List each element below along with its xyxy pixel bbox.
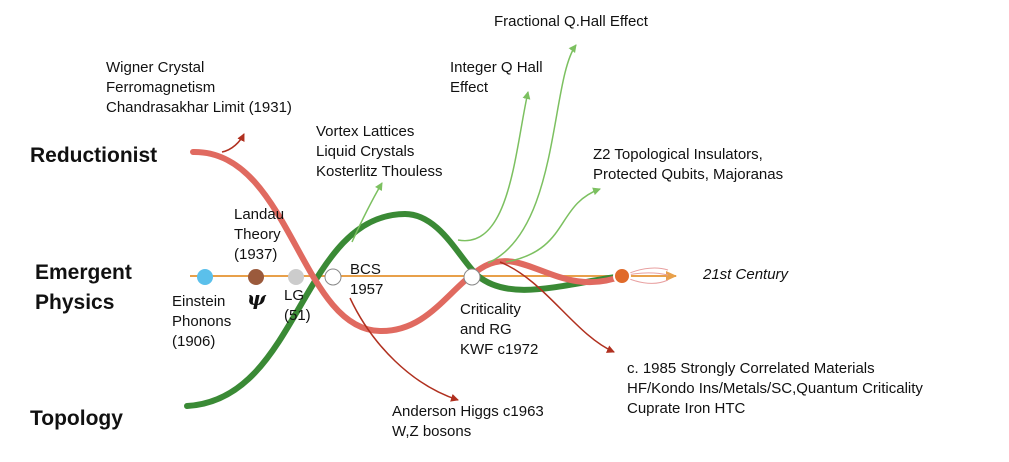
landau-label: Landau Theory (1937) <box>234 206 285 263</box>
z2-label: Z2 Topological Insulators, Protected Qub… <box>593 146 784 183</box>
wigner-arrow <box>221 133 245 153</box>
criticality-label: Criticality and RG KWF c1972 <box>460 301 539 358</box>
timeline-end-label: 21st Century <box>703 266 789 283</box>
psi-symbol: ψ <box>247 286 266 310</box>
einstein-dot <box>197 269 213 285</box>
anderson-arrow <box>349 297 459 402</box>
reductionist-curve <box>190 148 625 335</box>
lg-dot <box>288 269 304 285</box>
integer-qhe-arrow <box>457 91 531 242</box>
end-dot <box>613 267 631 285</box>
lg-label: LG (51) <box>284 287 311 324</box>
landau-dot <box>248 269 264 285</box>
scm-label: c. 1985 Strongly Correlated Materials HF… <box>627 360 923 417</box>
bcs-label: BCS 1957 <box>350 261 384 298</box>
fractional-qhe-label: Fractional Q.Hall Effect <box>494 13 648 30</box>
criticality-node <box>463 268 481 286</box>
topology-label: Topology <box>30 407 123 430</box>
z2-arrow <box>505 187 601 263</box>
bcs-node <box>324 268 342 286</box>
einstein-label: Einstein Phonons (1906) <box>172 293 232 350</box>
wigner-label: Wigner Crystal Ferromagnetism Chandrasak… <box>106 59 292 116</box>
vortex-label: Vortex Lattices Liquid Crystals Kosterli… <box>316 123 443 180</box>
anderson-label: Anderson Higgs c1963 W,Z bosons <box>392 403 544 440</box>
vortex-arrow <box>351 182 383 243</box>
fractional-qhe-arrow <box>487 44 577 264</box>
reductionist-label: Reductionist <box>30 144 158 167</box>
topology-curve <box>184 210 625 409</box>
emergent-physics-label: Emergent Physics <box>35 261 132 314</box>
integer-qhe-label: Integer Q Hall Effect <box>450 59 543 96</box>
scm-arrow <box>499 261 615 353</box>
